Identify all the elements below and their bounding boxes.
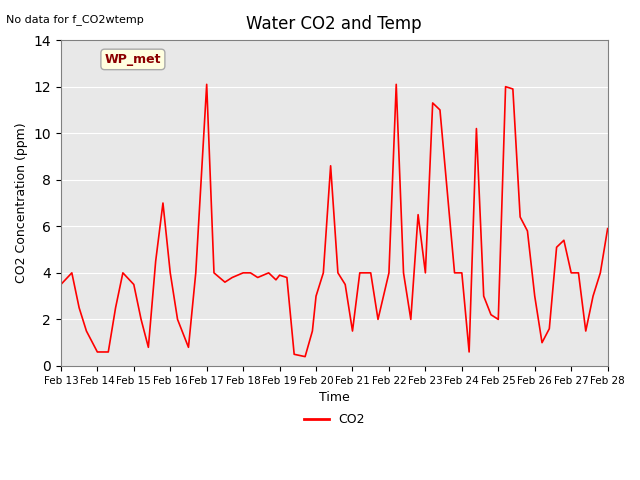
Title: Water CO2 and Temp: Water CO2 and Temp (246, 15, 422, 33)
Legend: CO2: CO2 (298, 408, 370, 432)
X-axis label: Time: Time (319, 391, 349, 404)
Text: No data for f_CO2wtemp: No data for f_CO2wtemp (6, 14, 144, 25)
Y-axis label: CO2 Concentration (ppm): CO2 Concentration (ppm) (15, 123, 28, 283)
Text: WP_met: WP_met (105, 53, 161, 66)
